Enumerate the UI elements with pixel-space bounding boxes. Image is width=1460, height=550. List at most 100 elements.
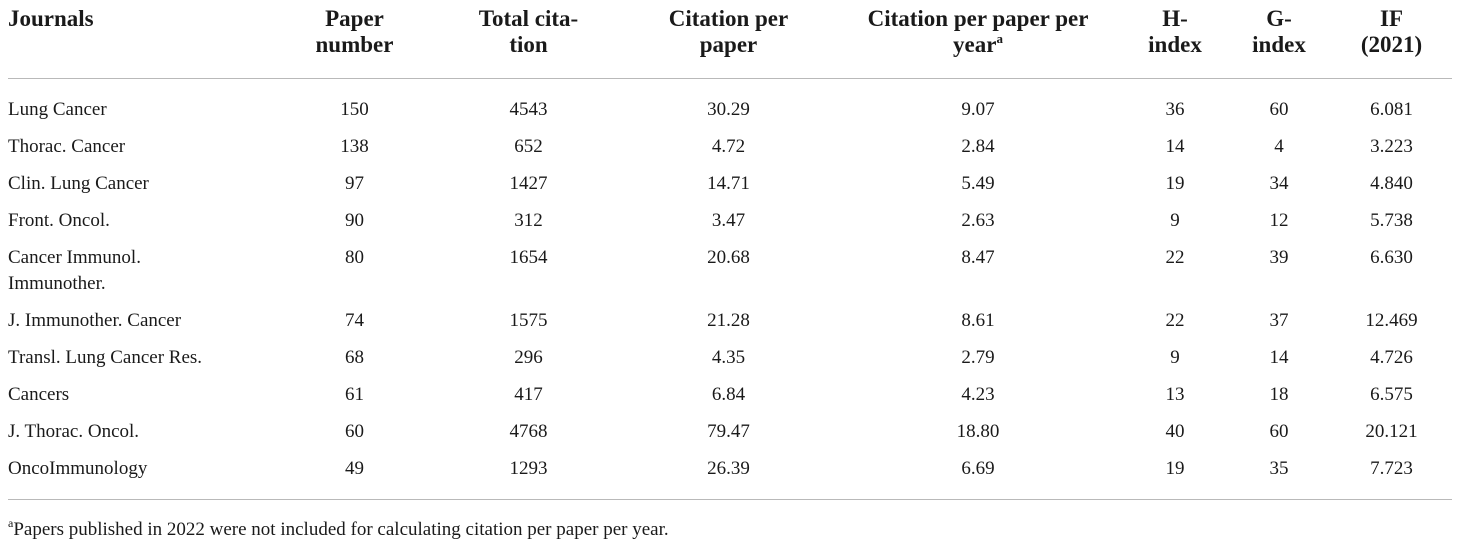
cell-h-index: 14 xyxy=(1165,136,1185,157)
cell-paper-number: 80 xyxy=(345,247,364,268)
header-cppy-line1: Citation per paper per xyxy=(867,6,1089,31)
table-row: Thorac. Cancer 138 652 4.72 2.84 14 4 3.… xyxy=(8,128,1452,165)
cell-paper-number: 150 xyxy=(340,99,369,120)
cell-g-index: 35 xyxy=(1227,450,1331,500)
cell-total-citation: 1575 xyxy=(509,310,548,331)
table-row: Transl. Lung Cancer Res. 68 296 4.35 2.7… xyxy=(8,339,1452,376)
cell-total-citation: 1654 xyxy=(509,247,548,268)
cell-citation-per-paper-per-year: 8.47 xyxy=(961,247,995,268)
cell-journal: Clin. Lung Cancer xyxy=(8,173,149,194)
table-footnote: aPapers published in 2022 were not inclu… xyxy=(8,516,669,542)
cell-g-index: 14 xyxy=(1269,347,1289,368)
header-row: Journals Paper number Total cita-tion Cit… xyxy=(8,2,1452,79)
cell-citation-per-paper-per-year: 9.07 xyxy=(961,99,995,120)
cell-g-index: 18 xyxy=(1269,384,1289,405)
header-if-line1: IF xyxy=(1380,6,1403,31)
header-paper-number: Paper number xyxy=(276,2,433,79)
journals-table: Journals Paper number Total cita-tion Cit… xyxy=(8,2,1452,500)
footnote-marker: a xyxy=(8,516,14,530)
cell-total-citation: 4543 xyxy=(509,99,548,120)
cell-journal-line2: Immunother. xyxy=(8,273,106,294)
cell-journal: OncoImmunology xyxy=(8,450,276,500)
cell-journal: Front. Oncol. xyxy=(8,210,110,231)
cell-total-citation: 1293 xyxy=(433,450,624,500)
cell-if: 6.575 xyxy=(1370,384,1413,405)
header-h-index-line2: index xyxy=(1148,32,1202,57)
header-journals: Journals xyxy=(8,2,276,79)
cell-journal: Transl. Lung Cancer Res. xyxy=(8,347,203,368)
cell-journal: J. Thorac. Oncol. xyxy=(8,421,140,442)
cell-if: 6.630 xyxy=(1370,247,1413,268)
cell-if: 20.121 xyxy=(1365,421,1418,442)
cell-h-index: 36 xyxy=(1165,99,1185,120)
cell-total-citation: 417 xyxy=(514,384,543,405)
cell-citation-per-paper-per-year: 8.61 xyxy=(961,310,995,331)
cell-g-index: 39 xyxy=(1269,247,1289,268)
cell-h-index: 19 xyxy=(1123,450,1227,500)
footnote-text: Papers published in 2022 were not includ… xyxy=(13,519,669,540)
cell-g-index: 60 xyxy=(1269,99,1289,120)
cell-citation-per-paper: 14.71 xyxy=(707,173,750,194)
header-citation-per-paper-per-year: Citation per paper per yeara xyxy=(833,2,1123,79)
header-total-citation-line1: Total cita- xyxy=(478,6,579,31)
cell-h-index: 22 xyxy=(1165,310,1185,331)
header-cppy-line2: year xyxy=(953,32,997,57)
table-header: Journals Paper number Total cita-tion Cit… xyxy=(8,2,1452,79)
cell-citation-per-paper: 3.47 xyxy=(711,210,746,231)
cell-paper-number: 97 xyxy=(345,173,364,194)
cell-if: 7.723 xyxy=(1331,450,1452,500)
cell-citation-per-paper-per-year: 18.80 xyxy=(956,421,1000,442)
table-row: J. Immunother. Cancer 74 1575 21.28 8.61… xyxy=(8,302,1452,339)
cell-h-index: 19 xyxy=(1165,173,1185,194)
cell-citation-per-paper-per-year: 2.63 xyxy=(961,210,995,231)
table-row: Cancer Immunol. Immunother. 80 1654 20.68… xyxy=(8,239,1452,302)
header-g-index-line1: G- xyxy=(1266,6,1292,31)
header-total-citation: Total cita-tion xyxy=(433,2,624,79)
cell-citation-per-paper-per-year: 5.49 xyxy=(961,173,995,194)
cell-citation-per-paper: 30.29 xyxy=(707,99,750,120)
cell-if: 5.738 xyxy=(1370,210,1413,231)
header-footnote-marker: a xyxy=(996,31,1003,46)
cell-paper-number: 90 xyxy=(345,210,364,231)
cell-citation-per-paper: 6.84 xyxy=(711,384,746,405)
table-row: Front. Oncol. 90 312 3.47 2.63 9 12 5.73… xyxy=(8,202,1452,239)
cell-total-citation: 296 xyxy=(514,347,543,368)
cell-g-index: 60 xyxy=(1269,421,1289,442)
header-total-citation-line2: tion xyxy=(509,32,548,57)
cell-paper-number: 49 xyxy=(276,450,433,500)
cell-paper-number: 60 xyxy=(345,421,364,442)
cell-g-index: 4 xyxy=(1274,136,1284,157)
cell-total-citation: 1427 xyxy=(509,173,548,194)
table-row: Lung Cancer 150 4543 30.29 9.07 36 60 6.… xyxy=(8,79,1452,129)
header-g-index-line2: index xyxy=(1252,32,1306,57)
cell-total-citation: 652 xyxy=(514,136,543,157)
cell-citation-per-paper: 26.39 xyxy=(624,450,833,500)
cell-g-index: 37 xyxy=(1269,310,1289,331)
table-row: OncoImmunology 49 1293 26.39 6.69 19 35 … xyxy=(8,450,1452,500)
cell-g-index: 34 xyxy=(1269,173,1289,194)
cell-citation-per-paper: 4.35 xyxy=(711,347,746,368)
header-citation-per-paper: Citation per paper xyxy=(624,2,833,79)
table-row: J. Thorac. Oncol. 60 4768 79.47 18.80 40… xyxy=(8,413,1452,450)
cell-citation-per-paper: 79.47 xyxy=(707,421,750,442)
cell-h-index: 9 xyxy=(1170,347,1180,368)
cell-if: 3.223 xyxy=(1370,136,1413,157)
cell-paper-number: 68 xyxy=(345,347,364,368)
table-body: Lung Cancer 150 4543 30.29 9.07 36 60 6.… xyxy=(8,79,1452,500)
header-if-line2: (2021) xyxy=(1360,32,1423,57)
cell-citation-per-paper: 21.28 xyxy=(707,310,750,331)
cell-paper-number: 138 xyxy=(340,136,369,157)
cell-journal: Lung Cancer xyxy=(8,99,107,120)
header-h-index-line1: H- xyxy=(1162,6,1188,31)
cell-paper-number: 61 xyxy=(345,384,364,405)
cell-citation-per-paper-per-year: 2.84 xyxy=(961,136,995,157)
cell-h-index: 9 xyxy=(1170,210,1180,231)
cell-citation-per-paper-per-year: 2.79 xyxy=(961,347,995,368)
cell-journal: J. Immunother. Cancer xyxy=(8,310,182,331)
cell-if: 4.726 xyxy=(1370,347,1413,368)
cell-h-index: 22 xyxy=(1165,247,1185,268)
cell-paper-number: 74 xyxy=(345,310,364,331)
header-if: IF (2021) xyxy=(1331,2,1452,79)
cell-journal: Thorac. Cancer xyxy=(8,136,126,157)
header-g-index: G-index xyxy=(1227,2,1331,79)
